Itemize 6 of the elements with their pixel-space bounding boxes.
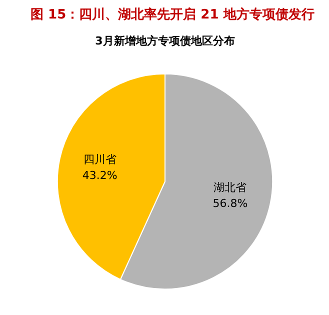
chart-title: 图 15：四川、湖北率先开启 21 地方专项债发行 xyxy=(30,6,314,22)
slice-label: 湖北省 xyxy=(214,180,247,194)
chart-subtitle: 3月新增地方专项债地区分布 xyxy=(95,34,235,48)
slice-label: 四川省 xyxy=(83,153,116,166)
data-label: 43.2% xyxy=(82,169,118,182)
data-label: 56.8% xyxy=(212,196,248,210)
